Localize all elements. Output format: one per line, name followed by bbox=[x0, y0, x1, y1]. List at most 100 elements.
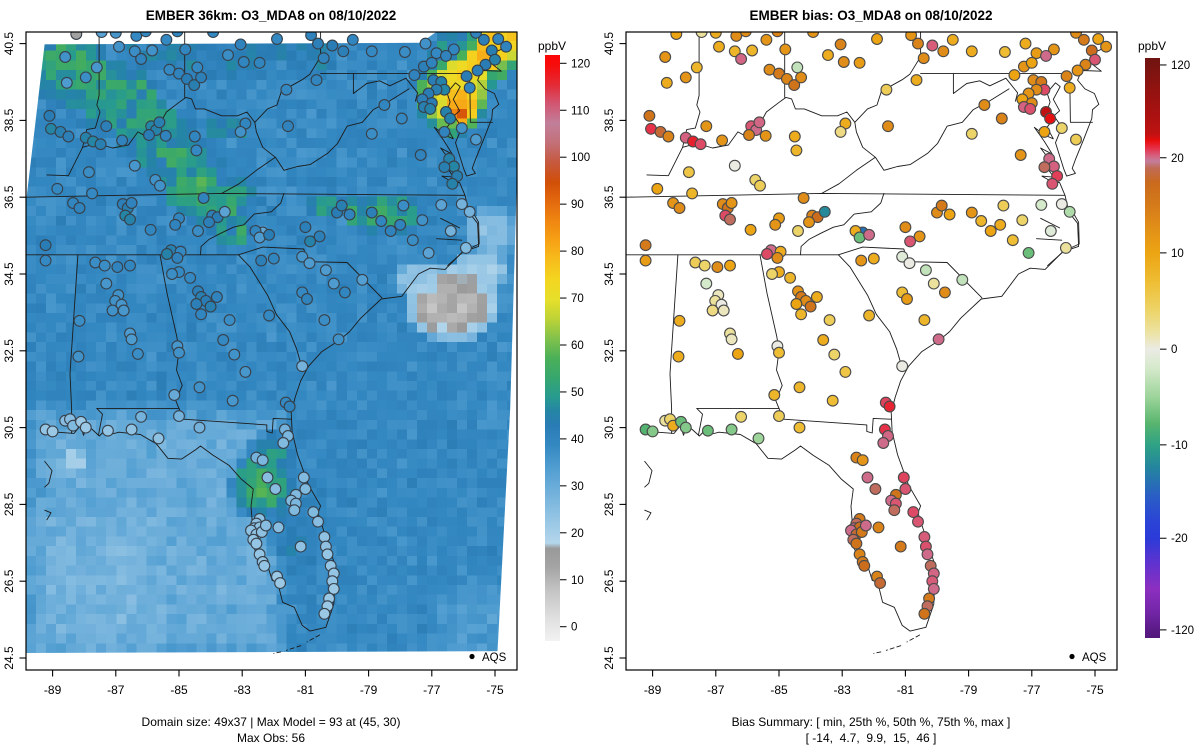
station-bias-point bbox=[698, 259, 711, 272]
raster-cell bbox=[186, 313, 197, 324]
raster-cell bbox=[346, 128, 358, 139]
raster-cell bbox=[46, 138, 57, 149]
raster-cell bbox=[276, 70, 287, 81]
station-obs-point bbox=[256, 454, 269, 467]
raster-cell bbox=[406, 147, 418, 158]
raster-cell bbox=[286, 604, 297, 615]
raster-cell bbox=[36, 458, 47, 469]
raster-cell bbox=[86, 468, 97, 479]
raster-cell bbox=[246, 458, 257, 469]
raster-cell bbox=[426, 594, 438, 605]
raster-cell bbox=[136, 458, 147, 469]
raster-cell bbox=[206, 274, 217, 285]
raster-cell bbox=[106, 128, 117, 139]
raster-cell bbox=[487, 419, 498, 430]
raster-cell bbox=[116, 177, 127, 188]
station-obs-point bbox=[470, 133, 482, 146]
raster-cell bbox=[86, 147, 97, 158]
raster-cell bbox=[416, 138, 428, 149]
raster-cell bbox=[477, 565, 488, 576]
raster-cell bbox=[467, 623, 478, 634]
station-obs-point bbox=[455, 122, 468, 135]
raster-cell bbox=[196, 361, 207, 372]
raster-cell bbox=[356, 623, 368, 634]
raster-cell bbox=[386, 439, 398, 450]
raster-cell bbox=[176, 371, 187, 382]
raster-cell bbox=[266, 614, 277, 625]
raster-cell bbox=[276, 245, 287, 256]
raster-cell bbox=[156, 449, 167, 460]
raster-cell bbox=[176, 507, 187, 518]
raster-cell bbox=[86, 70, 97, 81]
raster-cell bbox=[326, 419, 338, 430]
raster-cell bbox=[56, 138, 67, 149]
station-obs-point bbox=[166, 268, 178, 280]
raster-cell bbox=[256, 390, 267, 401]
raster-cell bbox=[477, 99, 488, 110]
raster-cell bbox=[66, 585, 77, 596]
raster-cell bbox=[436, 400, 448, 411]
raster-cell bbox=[457, 614, 468, 625]
raster-cell bbox=[477, 526, 488, 537]
raster-cell bbox=[396, 623, 408, 634]
raster-cell bbox=[286, 109, 297, 120]
raster-cell bbox=[86, 633, 97, 644]
raster-cell bbox=[186, 507, 197, 518]
raster-cell bbox=[356, 235, 368, 246]
raster-cell bbox=[386, 60, 398, 71]
raster-cell bbox=[336, 594, 348, 605]
raster-cell bbox=[386, 585, 398, 596]
raster-cell bbox=[216, 410, 227, 421]
raster-cell bbox=[406, 89, 418, 100]
raster-cell bbox=[46, 196, 57, 207]
raster-cell bbox=[246, 614, 257, 625]
raster-cell bbox=[296, 157, 307, 168]
raster-cell bbox=[196, 186, 207, 197]
raster-cell bbox=[366, 293, 378, 304]
raster-cell bbox=[507, 60, 517, 71]
raster-cell bbox=[346, 361, 358, 372]
raster-cell bbox=[76, 99, 87, 110]
raster-cell bbox=[356, 245, 368, 256]
raster-cell bbox=[166, 643, 177, 654]
raster-cell bbox=[56, 555, 67, 566]
raster-cell bbox=[286, 526, 297, 537]
raster-cell bbox=[56, 322, 67, 333]
station-obs-point bbox=[375, 215, 388, 227]
raster-cell bbox=[316, 303, 328, 314]
station-bias-point bbox=[917, 52, 930, 65]
raster-cell bbox=[186, 351, 197, 362]
raster-cell bbox=[426, 390, 438, 401]
raster-cell bbox=[206, 507, 217, 518]
station-obs-point bbox=[288, 504, 301, 517]
raster-cell bbox=[316, 458, 328, 469]
raster-cell bbox=[56, 41, 67, 52]
raster-cell bbox=[186, 177, 197, 188]
raster-cell bbox=[467, 546, 478, 557]
raster-cell bbox=[406, 429, 418, 440]
raster-cell bbox=[386, 497, 398, 508]
raster-cell bbox=[126, 468, 137, 479]
raster-cell bbox=[406, 215, 418, 226]
raster-cell bbox=[457, 536, 468, 547]
raster-cell bbox=[356, 118, 368, 129]
station-bias-point bbox=[1035, 198, 1048, 211]
raster-cell bbox=[507, 332, 517, 343]
raster-cell bbox=[96, 50, 107, 61]
raster-cell bbox=[356, 215, 368, 226]
raster-cell bbox=[196, 332, 207, 343]
station-bias-point bbox=[766, 268, 778, 280]
raster-cell bbox=[306, 245, 318, 256]
raster-cell bbox=[487, 478, 498, 489]
raster-cell bbox=[336, 487, 348, 498]
raster-cell bbox=[447, 526, 458, 537]
raster-cell bbox=[346, 390, 358, 401]
station-obs-point bbox=[94, 138, 107, 151]
raster-cell bbox=[146, 303, 157, 314]
raster-cell bbox=[276, 215, 287, 226]
raster-cell bbox=[396, 70, 408, 81]
raster-cell bbox=[156, 633, 167, 644]
legend-aqs-dot-left bbox=[469, 653, 475, 660]
raster-cell bbox=[226, 177, 237, 188]
raster-cell bbox=[276, 235, 287, 246]
